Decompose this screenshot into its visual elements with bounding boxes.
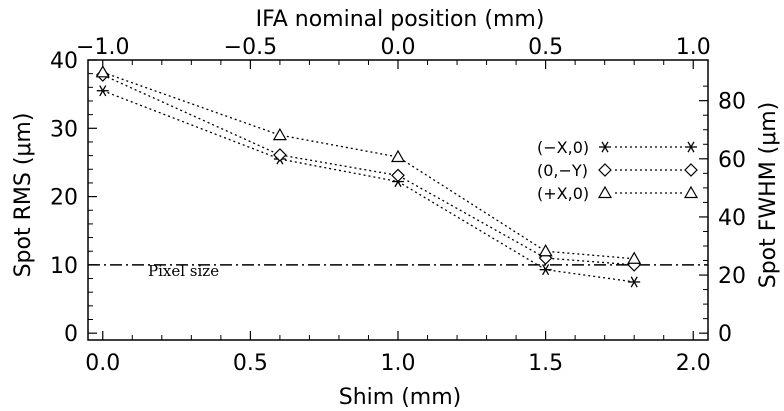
data-point-triangle (538, 244, 553, 257)
x-tick-label: 0.5 (233, 351, 268, 376)
y2-tick-label: 80 (718, 90, 746, 115)
data-point-diamond (273, 148, 287, 162)
data-point-asterisk (96, 85, 109, 97)
data-point-triangle (95, 65, 110, 78)
data-point-asterisk (628, 276, 641, 288)
y2-tick-label: 40 (718, 206, 746, 231)
y-tick-label: 30 (50, 117, 78, 142)
y2-axis-title: Spot FWHM (μm) (756, 102, 781, 289)
y-axis-title: Spot RMS (μm) (11, 113, 36, 278)
x2-tick-label: −1.0 (76, 35, 129, 60)
y-tick-label: 40 (50, 49, 78, 74)
y2-tick-label: 0 (718, 322, 732, 347)
x-axis-title: Shim (mm) (339, 385, 461, 410)
x-tick-label: 1.0 (381, 351, 416, 376)
legend-label: (−X,0) (537, 138, 589, 157)
y2-tick-label: 20 (718, 264, 746, 289)
legend: (−X,0) (0,−Y) (+X,0) (537, 138, 699, 203)
y-tick-label: 10 (50, 254, 78, 279)
x2-tick-label: 0.5 (528, 35, 563, 60)
legend-marker-start (599, 141, 611, 153)
asterisk-stroke (99, 85, 107, 97)
legend-label: (+X,0) (537, 184, 589, 203)
legend-marker-start (597, 185, 613, 199)
legend-marker-end (683, 185, 699, 199)
series-line-3 (102, 71, 635, 260)
data-point-triangle (627, 251, 642, 264)
x2-axis-title: IFA nominal position (mm) (256, 7, 545, 32)
asterisk-stroke (630, 276, 638, 288)
asterisk-stroke (601, 141, 609, 153)
legend-marker-end (685, 141, 697, 153)
reference-line-label: Pixel size (148, 262, 219, 280)
x2-tick-label: 1.0 (676, 35, 711, 60)
asterisk-stroke (542, 264, 550, 276)
legend-marker-end (684, 163, 698, 177)
y-tick-label: 20 (50, 186, 78, 211)
series-layer (95, 65, 642, 288)
y2-tick-label: 60 (718, 148, 746, 173)
plot-frame (87, 59, 709, 341)
y-tick-label: 0 (64, 322, 78, 347)
asterisk-stroke (687, 141, 695, 153)
x-tick-label: 1.5 (528, 351, 563, 376)
x-tick-label: 2.0 (676, 351, 711, 376)
x2-tick-label: 0.0 (381, 35, 416, 60)
data-point-triangle (272, 127, 287, 141)
legend-marker-start (598, 163, 612, 177)
data-point-triangle (390, 149, 406, 163)
x2-tick-label: −0.5 (224, 35, 277, 60)
axes-layer: 0.0 −1.0 0.5 −0.5 1.0 0.0 1.5 0.5 2.0 1.0 0 10 20 30 4… (50, 35, 746, 376)
x-tick-label: 0.0 (85, 351, 120, 376)
data-point-asterisk (539, 264, 552, 276)
legend-label: (0,−Y) (537, 161, 588, 180)
data-point-diamond (391, 168, 405, 183)
